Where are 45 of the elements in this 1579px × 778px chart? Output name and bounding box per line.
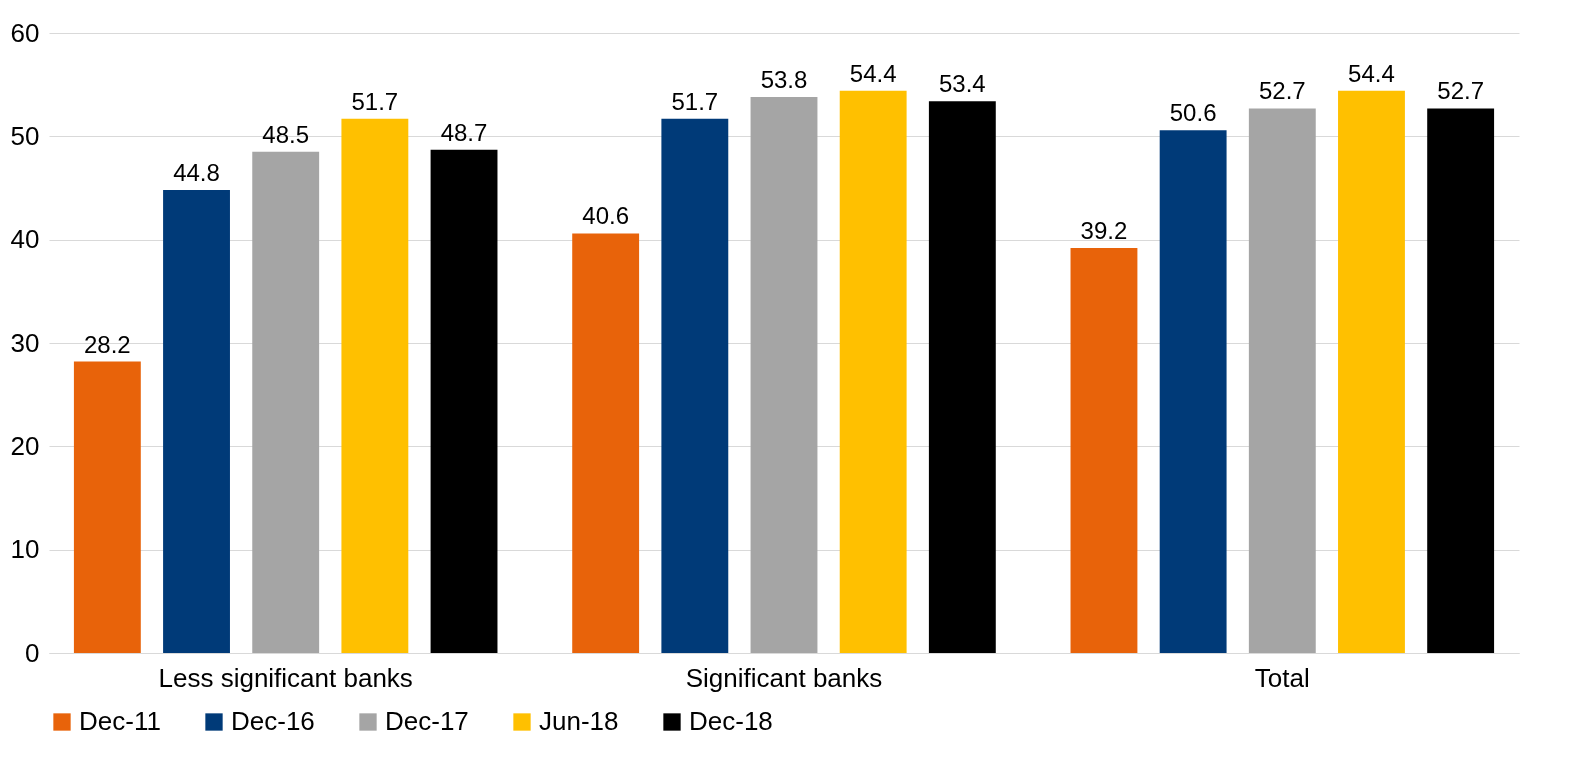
data-label: 51.7	[351, 87, 399, 115]
y-tick-label: 20	[10, 430, 40, 461]
y-tick-label: 50	[10, 120, 40, 151]
x-tick-label: Less significant banks	[158, 662, 413, 693]
y-tick-label: 40	[10, 224, 40, 255]
bar	[163, 190, 230, 653]
data-label: 44.8	[173, 159, 220, 187]
bar	[661, 118, 729, 653]
bar	[73, 361, 141, 653]
legend-label: Dec-17	[385, 706, 469, 736]
y-tick-label: 60	[10, 17, 40, 48]
data-label: 54.4	[849, 59, 897, 87]
data-label: 52.7	[1437, 77, 1485, 105]
x-tick-label: Total	[1254, 662, 1310, 693]
legend-label: Dec-11	[79, 706, 161, 736]
y-tick-label: 10	[10, 534, 40, 565]
data-label: 28.2	[83, 330, 131, 358]
legend-label: Dec-16	[231, 706, 315, 736]
data-label: 54.4	[1348, 59, 1395, 87]
bar	[1070, 247, 1138, 653]
bar	[1248, 108, 1316, 653]
x-tick-label: Significant banks	[685, 662, 883, 693]
data-label: 48.5	[262, 120, 310, 148]
legend-label: Jun-18	[539, 706, 619, 736]
data-label: 52.7	[1258, 77, 1306, 105]
bar	[341, 118, 409, 653]
data-label: 40.6	[582, 202, 630, 230]
bar	[430, 149, 498, 653]
bar	[928, 101, 996, 653]
data-label: 53.4	[938, 70, 986, 98]
bar	[1159, 130, 1227, 653]
bar	[1427, 108, 1495, 653]
bar	[750, 97, 818, 653]
data-label: 39.2	[1080, 216, 1128, 244]
data-label: 50.6	[1169, 99, 1217, 127]
y-tick-label: 30	[10, 327, 40, 358]
data-label: 48.7	[440, 118, 488, 146]
bar	[572, 233, 640, 653]
y-tick-label: 0	[25, 637, 40, 668]
bar	[839, 90, 907, 653]
legend-label: Dec-18	[689, 706, 773, 736]
data-label: 51.7	[671, 87, 719, 115]
data-label: 53.8	[760, 66, 808, 94]
bar	[1338, 90, 1405, 653]
bar	[252, 151, 320, 653]
